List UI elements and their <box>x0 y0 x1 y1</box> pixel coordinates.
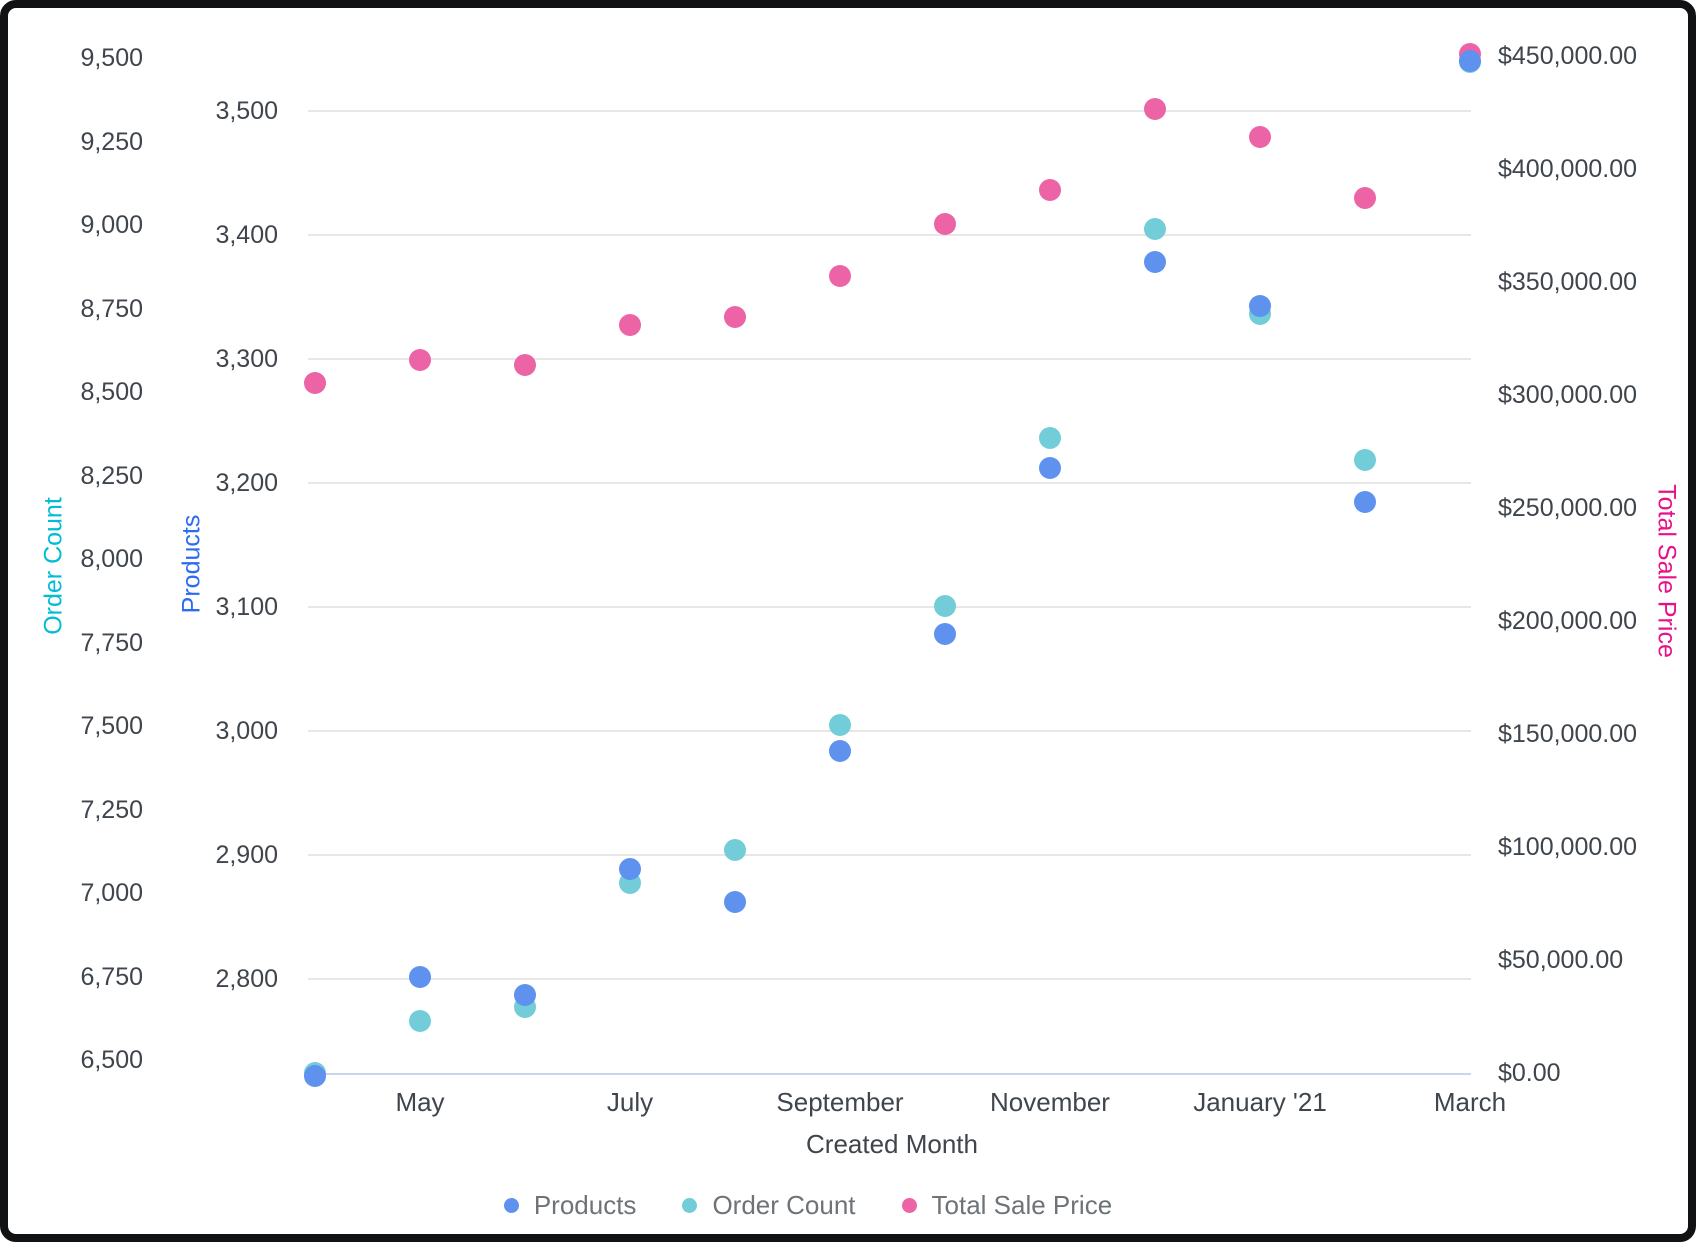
point-order-count[interactable] <box>829 713 851 736</box>
order_count-tick-label: 9,500 <box>80 44 143 72</box>
legend-item-products[interactable]: Products <box>503 1190 637 1221</box>
legend-dot <box>682 1198 698 1213</box>
legend-label: Total Sale Price <box>931 1190 1113 1220</box>
x-tick-label: September <box>776 1087 904 1117</box>
legend-item-order-count[interactable]: Order Count <box>682 1190 856 1221</box>
point-order-count[interactable] <box>1039 427 1061 450</box>
price-tick-label: $150,000.00 <box>1498 720 1638 748</box>
products-tick-label: 3,200 <box>215 469 278 497</box>
order_count-tick-label: 8,250 <box>80 461 143 490</box>
point-total-sale-price[interactable] <box>304 372 326 395</box>
price-axis-title: Total Sale Price <box>1652 484 1681 658</box>
order_count-tick-label: 9,250 <box>80 127 143 156</box>
products-tick-label: 2,800 <box>215 965 278 993</box>
order_count-tick-label: 8,500 <box>80 378 143 406</box>
price-tick-label: $350,000.00 <box>1498 268 1638 296</box>
gridline <box>308 234 1471 236</box>
price-tick-label: $250,000.00 <box>1498 494 1638 522</box>
point-order-count[interactable] <box>934 595 956 618</box>
order_count-tick-label: 8,750 <box>80 294 143 323</box>
order_count-tick-label: 7,750 <box>80 628 143 657</box>
point-products[interactable] <box>619 857 641 880</box>
order_count-tick-label: 9,000 <box>80 211 143 239</box>
point-order-count[interactable] <box>409 1009 431 1032</box>
products-tick-label: 2,900 <box>215 841 278 869</box>
point-products[interactable] <box>829 739 851 762</box>
legend-label: Products <box>533 1190 637 1220</box>
x-tick-label: May <box>395 1087 445 1117</box>
x-tick-label: January '21 <box>1193 1087 1327 1117</box>
point-order-count[interactable] <box>724 838 746 861</box>
gridline <box>308 358 1471 360</box>
price-tick-label: $200,000.00 <box>1498 607 1638 635</box>
point-products[interactable] <box>409 965 431 988</box>
point-total-sale-price[interactable] <box>1039 179 1061 202</box>
products-tick-label: 3,100 <box>215 593 278 621</box>
legend: Products Order Count Total Sale Price <box>8 1190 1608 1221</box>
gridline <box>308 854 1471 856</box>
price-tick-label: $50,000.00 <box>1498 946 1624 974</box>
point-order-count[interactable] <box>1144 218 1166 240</box>
gridline <box>308 606 1471 608</box>
order_count-tick-label: 8,000 <box>80 545 143 573</box>
products-tick-label: 3,500 <box>215 97 278 125</box>
products-axis-title: Products <box>177 514 206 614</box>
price-tick-label: $400,000.00 <box>1498 155 1638 183</box>
order-count-axis-title: Order Count <box>39 497 68 635</box>
products-tick-label: 3,300 <box>215 345 278 373</box>
gridline <box>308 978 1471 980</box>
point-products[interactable] <box>1249 294 1271 317</box>
price-tick-label: $300,000.00 <box>1498 381 1638 409</box>
price-tick-label: $100,000.00 <box>1498 833 1638 861</box>
point-total-sale-price[interactable] <box>724 306 746 329</box>
point-products[interactable] <box>1039 457 1061 480</box>
gridline <box>308 110 1471 112</box>
point-total-sale-price[interactable] <box>1249 125 1271 148</box>
x-axis-line <box>308 1073 1471 1075</box>
point-total-sale-price[interactable] <box>409 348 431 371</box>
point-products[interactable] <box>1144 251 1166 274</box>
x-tick-label: March <box>1433 1087 1507 1117</box>
order_count-tick-label: 7,500 <box>80 712 143 740</box>
order_count-tick-label: 7,250 <box>80 795 143 824</box>
point-products[interactable] <box>724 891 746 914</box>
point-total-sale-price[interactable] <box>514 353 536 376</box>
point-order-count[interactable] <box>1354 449 1376 472</box>
point-products[interactable] <box>1459 50 1481 73</box>
order_count-tick-label: 6,750 <box>80 962 143 991</box>
point-products[interactable] <box>514 984 536 1007</box>
point-total-sale-price[interactable] <box>1144 98 1166 121</box>
order_count-tick-label: 7,000 <box>80 879 143 907</box>
price-tick-label: $0.00 <box>1498 1059 1561 1087</box>
products-tick-label: 3,400 <box>215 221 278 249</box>
x-axis-title: Created Month <box>806 1129 978 1159</box>
price-tick-label: $450,000.00 <box>1498 42 1638 70</box>
x-tick-label: November <box>990 1087 1110 1117</box>
point-products[interactable] <box>934 623 956 646</box>
point-products[interactable] <box>304 1064 326 1087</box>
gridline <box>308 730 1471 732</box>
legend-item-total-sale-price[interactable]: Total Sale Price <box>901 1190 1113 1221</box>
point-total-sale-price[interactable] <box>619 313 641 336</box>
point-total-sale-price[interactable] <box>829 264 851 287</box>
legend-dot <box>901 1198 917 1213</box>
x-tick-label: July <box>606 1087 654 1117</box>
scatter-chart: 6,500 6,750 7,000 7,250 7,500 7,750 8,000 8,250… <box>8 8 1688 1234</box>
order_count-tick-label: 6,500 <box>80 1046 143 1074</box>
products-tick-label: 3,000 <box>215 717 278 745</box>
point-products[interactable] <box>1354 490 1376 513</box>
legend-label: Order Count <box>712 1190 856 1220</box>
gridline <box>308 482 1471 484</box>
point-total-sale-price[interactable] <box>934 212 956 235</box>
point-total-sale-price[interactable] <box>1354 186 1376 209</box>
legend-dot <box>503 1198 519 1213</box>
